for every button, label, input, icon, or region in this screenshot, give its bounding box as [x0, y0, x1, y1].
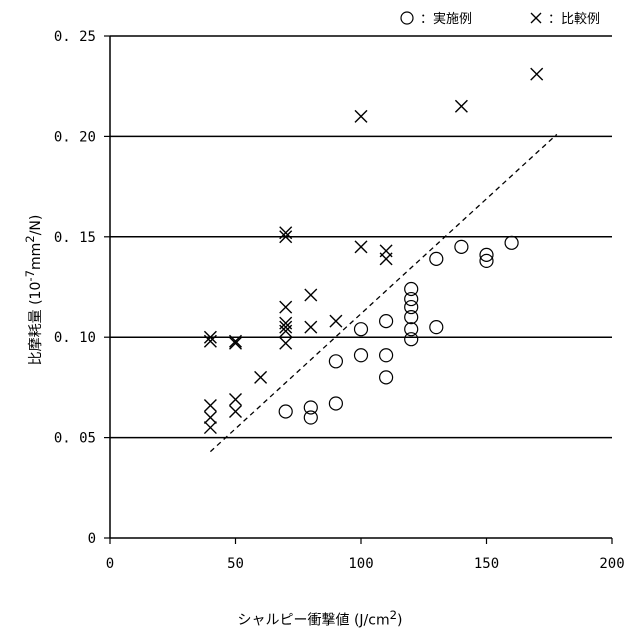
x-axis-title-main: シャルピー衝撃値	[238, 613, 350, 629]
y-axis-unit-sup1: -7	[23, 270, 37, 282]
x-axis-unit-sup: 2	[390, 608, 397, 622]
cross-marker	[204, 422, 216, 434]
legend-item-example: ：実施例	[400, 8, 472, 27]
cross-marker	[455, 100, 467, 112]
x-tick-label: 100	[348, 556, 373, 572]
circle-marker	[279, 405, 292, 418]
trend-line	[210, 134, 556, 451]
cross-marker	[230, 405, 242, 417]
x-tick-label: 200	[599, 556, 624, 572]
circle-marker	[329, 397, 342, 410]
circle-marker	[405, 301, 418, 314]
circle-marker	[405, 293, 418, 306]
y-axis-unit-prefix: (10	[28, 282, 44, 310]
legend-label-example: ：実施例	[420, 12, 472, 27]
circle-marker	[380, 349, 393, 362]
circle-marker	[455, 240, 468, 253]
y-axis-unit-mid: mm	[28, 243, 44, 270]
circle-marker	[405, 333, 418, 346]
circle-marker	[405, 323, 418, 336]
circle-marker	[430, 252, 443, 265]
circle-marker	[405, 283, 418, 296]
y-tick-label: 0. 25	[54, 29, 96, 45]
x-tick-label: 150	[474, 556, 499, 572]
cross-marker	[230, 393, 242, 405]
circle-marker	[505, 236, 518, 249]
y-axis-unit-sup2: 2	[23, 235, 37, 242]
cross-marker	[531, 68, 543, 80]
x-axis-unit-prefix: (J/cm	[350, 613, 390, 629]
y-axis-title: 比摩耗量 (10-7mm2/N)	[23, 215, 45, 366]
cross-marker	[204, 412, 216, 424]
y-axis-unit-suffix: /N)	[28, 215, 44, 236]
cross-marker-icon	[530, 12, 542, 27]
circle-marker	[430, 321, 443, 334]
y-tick-label: 0. 05	[54, 431, 96, 447]
cross-marker	[330, 315, 342, 327]
circle-marker	[380, 371, 393, 384]
legend-item-comparative: ：比較例	[530, 8, 600, 27]
cross-marker	[204, 399, 216, 411]
x-axis-title: シャルピー衝撃値 (J/cm2)	[0, 608, 640, 630]
circle-marker	[329, 355, 342, 368]
circle-marker	[405, 311, 418, 324]
circle-marker	[304, 411, 317, 424]
cross-marker	[230, 337, 242, 349]
circle-marker	[355, 349, 368, 362]
circle-marker	[304, 401, 317, 414]
cross-marker	[305, 289, 317, 301]
x-axis-unit-suffix: )	[397, 613, 402, 629]
circle-marker	[380, 315, 393, 328]
y-tick-label: 0	[88, 531, 96, 547]
x-tick-label: 0	[106, 556, 114, 572]
y-tick-label: 0. 20	[54, 129, 96, 145]
cross-marker	[355, 241, 367, 253]
circle-marker	[355, 323, 368, 336]
cross-marker	[255, 371, 267, 383]
cross-marker	[305, 321, 317, 333]
cross-marker	[355, 110, 367, 122]
legend-label-comparative: ：比較例	[548, 12, 600, 27]
cross-marker	[280, 337, 292, 349]
x-tick-label: 50	[227, 556, 244, 572]
y-axis-title-main: 比摩耗量	[28, 309, 44, 365]
y-tick-label: 0. 15	[54, 230, 96, 246]
cross-marker	[380, 245, 392, 257]
circle-marker-icon	[400, 11, 414, 27]
cross-marker	[280, 301, 292, 313]
y-tick-label: 0. 10	[54, 330, 96, 346]
